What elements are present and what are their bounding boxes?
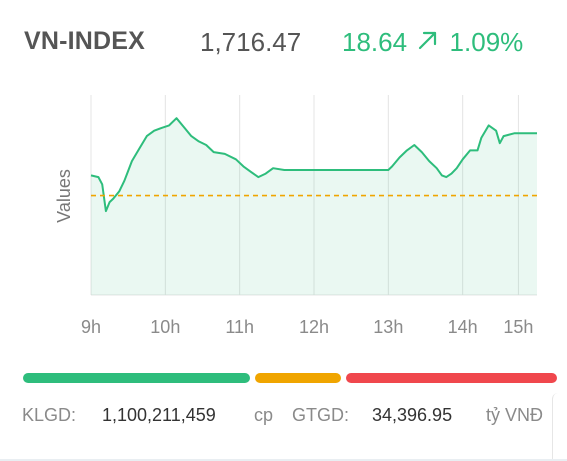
change-percent: 1.09%	[449, 27, 524, 57]
index-change: 18.64 1.09%	[342, 27, 523, 58]
index-value: 1,716.47	[200, 27, 302, 57]
x-tick-label-5: 14h	[448, 317, 478, 337]
value-unit: tỷ VNĐ	[486, 405, 544, 425]
index-header: VN-INDEX 1,716.47 18.64 1.09%	[24, 24, 564, 64]
value-value: 34,396.95	[372, 405, 453, 425]
x-tick-label-6: 15h	[503, 317, 533, 337]
value-label: GTGD:	[292, 405, 349, 425]
bottom-divider	[0, 459, 567, 461]
trading-summary: KLGD: 1,100,211,459 cp GTGD: 34,396.95 t…	[22, 405, 567, 431]
volume-value: 1,100,211,459	[102, 405, 216, 425]
volume-unit: cp	[254, 405, 274, 425]
x-tick-label-4: 13h	[373, 317, 403, 337]
x-tick-label-2: 11h	[225, 317, 254, 337]
intraday-chart[interactable]: 9h 10h 11h 12h 13h 14h 15h Values	[0, 0, 567, 350]
x-tick-label-3: 12h	[299, 317, 329, 337]
x-tick-label-0: 9h	[81, 317, 101, 337]
unchanged-segment	[255, 373, 341, 383]
x-tick-label-1: 10h	[150, 317, 180, 337]
index-name[interactable]: VN-INDEX	[24, 27, 146, 55]
declining-segment	[345, 373, 557, 383]
y-axis-label: Values	[54, 169, 74, 223]
arrow-up-right-icon	[419, 31, 437, 50]
series-area	[91, 118, 537, 295]
side-panel-tab[interactable]	[552, 393, 567, 461]
series-line	[90, 117, 537, 213]
market-breadth-bar	[23, 373, 557, 383]
volume-label: KLGD:	[22, 405, 77, 425]
change-points: 18.64	[342, 27, 408, 57]
advancing-segment	[23, 373, 251, 383]
